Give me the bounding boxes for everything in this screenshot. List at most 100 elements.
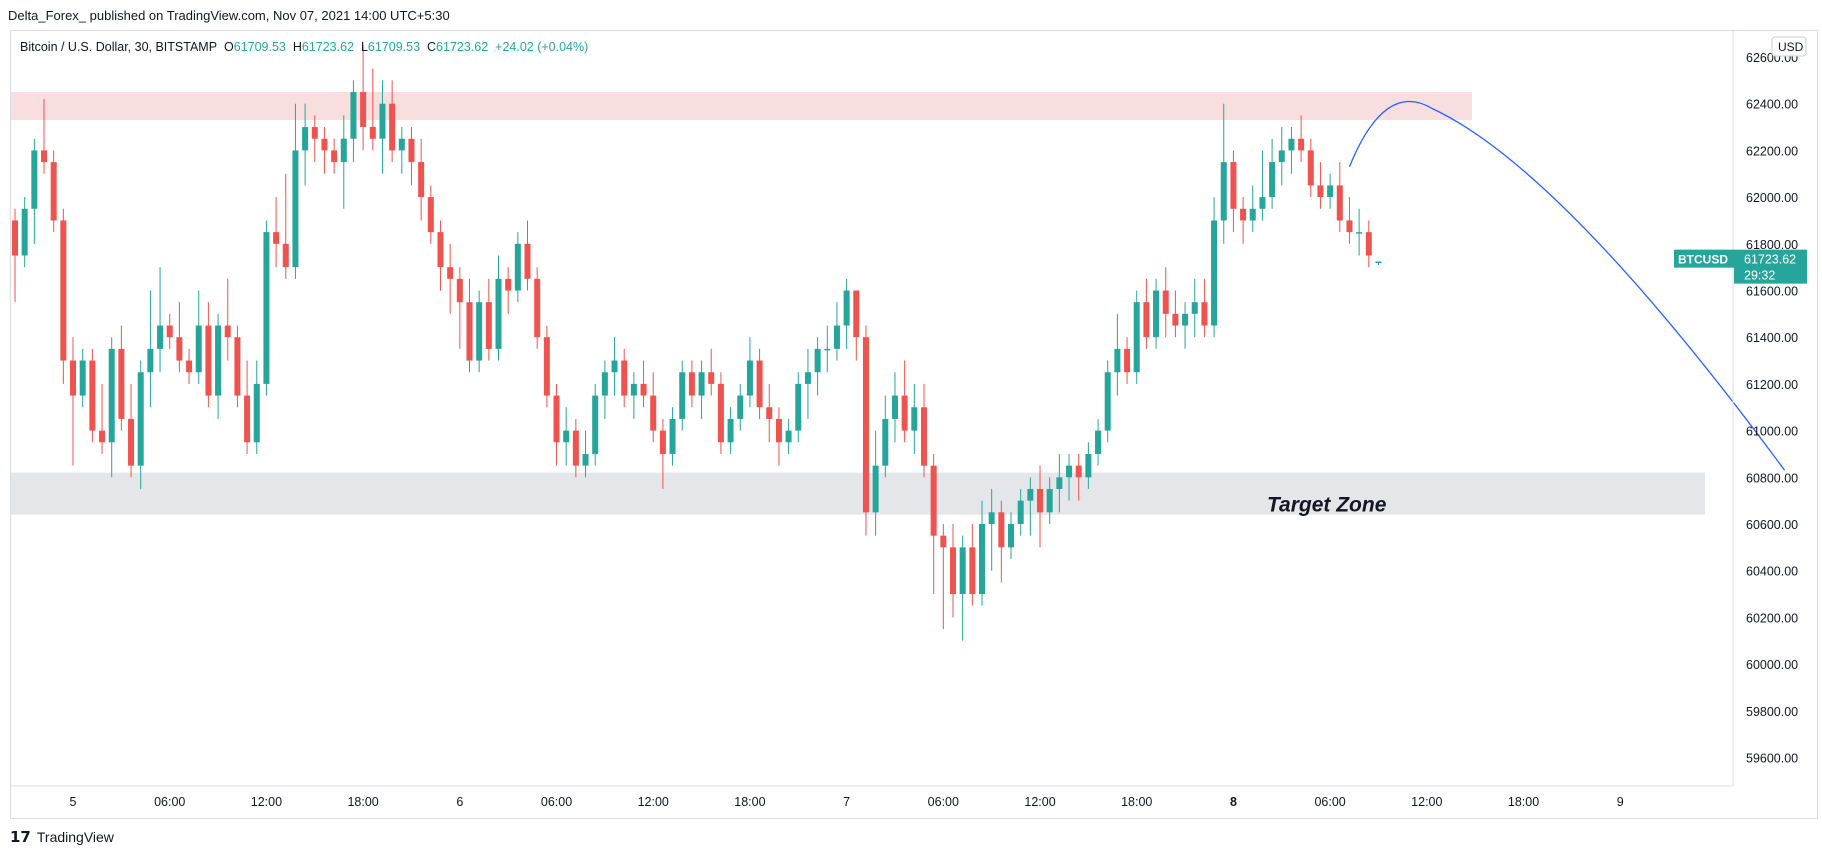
candle-body (524, 243, 531, 279)
time-tick-label: 18:00 (347, 795, 378, 809)
last-price-label: BTCUSD 61723.62 29:32 (1674, 249, 1807, 284)
candle-body (611, 360, 618, 373)
candle-body (1365, 232, 1372, 256)
candles (12, 45, 1382, 641)
candle-body (70, 360, 77, 396)
candle-body (1046, 488, 1053, 513)
candle-body (418, 162, 425, 198)
candle-body (1278, 150, 1285, 163)
candle-body (949, 547, 956, 595)
candle-body (311, 127, 318, 139)
candle-body (572, 430, 579, 466)
candle-body (920, 407, 927, 466)
time-tick-label: 18:00 (1121, 795, 1152, 809)
price-tick-label: 60600.00 (1746, 518, 1798, 532)
candle-body (746, 360, 753, 396)
candle-body (1124, 348, 1131, 373)
candle-body (1085, 453, 1092, 478)
time-tick-label: 8 (1230, 795, 1237, 809)
symbol-legend: Bitcoin / U.S. Dollar, 30, BITSTAMP O617… (20, 40, 588, 54)
candle-body (543, 337, 550, 396)
projection (1348, 100, 1786, 471)
candle-body (833, 325, 840, 349)
candle-body (534, 278, 541, 338)
legend-h-label: H (292, 40, 302, 54)
candle-body (31, 150, 38, 209)
price-tick-label: 61200.00 (1746, 378, 1798, 392)
candle-body (476, 302, 483, 361)
candle-body (1037, 488, 1044, 513)
candle-body (979, 524, 985, 595)
legend-low: 61709.53 (367, 40, 421, 54)
candle-body (292, 150, 299, 268)
candle-body (89, 360, 96, 431)
candle-body (1153, 290, 1160, 338)
candle-body (1356, 232, 1363, 234)
candle-body (1143, 302, 1150, 338)
candle-body (1288, 138, 1295, 151)
candle-body (698, 372, 705, 396)
candle-body (514, 243, 521, 291)
candle-body (1182, 313, 1189, 326)
footer-brand[interactable]: 𝟭𝟳 TradingView (10, 828, 114, 846)
candle-body (1211, 220, 1218, 326)
candle-body (901, 395, 908, 431)
time-tick-label: 06:00 (1314, 795, 1345, 809)
time-tick-label: 06:00 (154, 795, 185, 809)
candle-body (862, 337, 869, 513)
candle-body (650, 395, 657, 431)
candle-body (128, 418, 135, 466)
candle-body (166, 325, 173, 338)
candle-body (669, 418, 676, 454)
legend-c-label: C (427, 40, 437, 54)
time-tick-label: 5 (70, 795, 77, 809)
candle-body (911, 407, 918, 431)
time-tick-label: 18:00 (1508, 795, 1539, 809)
time-tick-label: 12:00 (1024, 795, 1055, 809)
candle-body (582, 453, 589, 466)
candle-body (1201, 302, 1208, 326)
price-tag-value: 61723.62 (1744, 253, 1796, 267)
candle-body (1133, 302, 1140, 373)
candle-body (988, 512, 995, 524)
candle-body (321, 138, 328, 151)
candle-body (1162, 290, 1169, 314)
candle-body (398, 138, 405, 151)
candle-body (360, 92, 367, 128)
currency-label: USD (1778, 40, 1804, 54)
candle-body (79, 360, 86, 396)
candle-body (108, 348, 115, 443)
candle-body (1095, 430, 1102, 454)
candle-body (244, 395, 251, 443)
candle-body (205, 325, 212, 396)
publish-info: Delta_Forex_ published on TradingView.co… (8, 8, 450, 23)
legend-high: 61723.62 (301, 40, 355, 54)
candle-body (969, 547, 976, 595)
candle-body (814, 348, 821, 373)
candle-body (350, 92, 357, 139)
candle-body (447, 267, 454, 279)
chart-frame (10, 30, 1818, 819)
candle-body (1066, 465, 1073, 478)
candle-body (408, 138, 415, 163)
candle-body (437, 232, 444, 268)
price-tick-label: 62000.00 (1746, 191, 1798, 205)
candle-body (853, 290, 860, 338)
candle-body (389, 103, 396, 151)
time-tick-label: 9 (1617, 795, 1624, 809)
candle-body (282, 243, 289, 268)
candle-body (186, 360, 193, 373)
candle-body (485, 302, 492, 349)
price-tick-label: 62400.00 (1746, 98, 1798, 112)
candle-body (1017, 500, 1024, 524)
candle-body (137, 372, 144, 466)
candle-body (495, 278, 502, 349)
price-tag (1734, 249, 1807, 284)
candle-body (621, 360, 628, 396)
candle-body (1056, 477, 1063, 489)
candle-body (737, 395, 744, 419)
zones: Target Zone (11, 92, 1705, 517)
legend-open: 61709.53 (233, 40, 286, 54)
price-tick-label: 61400.00 (1746, 331, 1798, 345)
